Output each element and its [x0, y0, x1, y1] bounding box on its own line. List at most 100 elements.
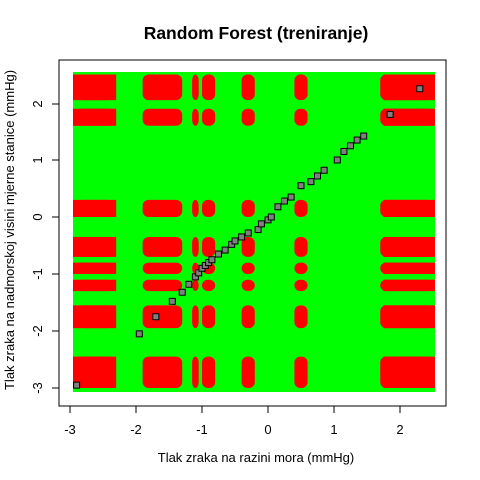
decision-region-band: [73, 236, 117, 257]
data-point: [168, 297, 176, 305]
data-point: [287, 193, 295, 201]
x-tick-label: 1: [330, 422, 337, 437]
decision-region-cell: [241, 236, 255, 257]
decision-region-cell: [142, 236, 183, 257]
y-tick-label: 1: [30, 156, 45, 163]
data-point: [73, 381, 81, 389]
decision-region-cell: [294, 199, 308, 217]
decision-region-cell: [202, 279, 216, 292]
y-tick-label: -3: [30, 382, 45, 394]
y-tick-label: -1: [30, 268, 45, 280]
decision-region-cell: [142, 74, 183, 101]
decision-region-cell: [202, 305, 216, 329]
decision-region-cell: [142, 199, 183, 217]
decision-region-cell: [241, 74, 255, 101]
decision-region-cell: [202, 74, 216, 101]
data-point: [231, 237, 239, 245]
data-point: [333, 156, 341, 164]
decision-region-cell: [294, 305, 308, 329]
decision-region-cell: [294, 262, 308, 274]
decision-region-cell: [241, 262, 255, 274]
decision-region-band: [383, 74, 435, 101]
data-point: [353, 136, 361, 144]
decision-region-band: [383, 236, 435, 257]
data-point: [257, 220, 265, 228]
x-tick-label: -2: [130, 422, 142, 437]
data-point: [215, 250, 222, 258]
decision-region-band: [73, 279, 117, 292]
decision-region-band: [383, 262, 435, 274]
x-axis-label: Tlak zraka na razini mora (mmHg): [158, 450, 355, 465]
decision-region-cell: [294, 236, 308, 257]
decision-region-band: [73, 108, 117, 126]
decision-region-cell: [192, 279, 199, 292]
y-tick-label: -2: [30, 325, 45, 337]
decision-region-cell: [202, 199, 216, 217]
data-point: [281, 197, 288, 205]
data-point: [238, 233, 246, 241]
y-tick-label: 2: [30, 100, 45, 107]
data-point: [416, 85, 424, 93]
x-tick-label: 0: [264, 422, 271, 437]
x-tick-label: -3: [64, 422, 76, 437]
data-point: [320, 166, 328, 174]
decision-region-cell: [241, 199, 255, 217]
data-point: [347, 142, 354, 150]
decision-region-band: [73, 199, 117, 217]
background-class-region: [73, 72, 435, 392]
data-point: [152, 313, 160, 321]
decision-region-cell: [142, 279, 183, 292]
data-point: [386, 110, 394, 118]
chart-title: Random Forest (treniranje): [144, 23, 369, 43]
decision-region-band: [73, 305, 117, 329]
decision-region-cell: [241, 356, 255, 388]
decision-region-band: [383, 108, 435, 126]
data-point: [267, 213, 275, 221]
decision-region-band: [383, 305, 435, 329]
data-point: [307, 178, 315, 186]
data-point: [178, 288, 186, 296]
decision-region-band: [73, 74, 117, 101]
x-tick-label: 2: [396, 422, 403, 437]
data-point: [185, 280, 193, 288]
decision-region-cell: [202, 108, 216, 126]
data-point: [274, 203, 282, 211]
data-point: [360, 132, 368, 140]
decision-region-cell: [142, 305, 183, 329]
decision-region-band: [383, 356, 435, 388]
decision-region-cell: [202, 356, 216, 388]
decision-region-cell: [142, 356, 183, 388]
data-point: [297, 182, 305, 190]
decision-region-band: [73, 356, 117, 388]
y-tick-label: 0: [30, 213, 45, 220]
data-point: [135, 330, 143, 338]
x-tick-label: -1: [196, 422, 208, 437]
data-point: [254, 226, 262, 234]
y-axis-label: Tlak zraka na nadmorskoj visini mjerne s…: [2, 70, 17, 390]
decision-regions: [73, 72, 435, 392]
decision-region-band: [383, 199, 435, 217]
decision-region-cell: [294, 108, 308, 126]
data-point: [208, 256, 216, 264]
decision-region-cell: [241, 279, 255, 292]
decision-region-cell: [192, 199, 199, 217]
decision-region-cell: [192, 305, 199, 329]
decision-region-cell: [294, 279, 308, 292]
data-point: [221, 246, 229, 254]
decision-region-cell: [192, 236, 199, 257]
decision-region-cell: [241, 305, 255, 329]
decision-region-cell: [202, 236, 216, 257]
decision-region-cell: [294, 74, 308, 101]
decision-region-band: [73, 262, 117, 274]
data-point: [340, 147, 348, 155]
decision-region-cell: [142, 108, 183, 126]
decision-region-cell: [192, 74, 199, 101]
decision-region-band: [383, 279, 435, 292]
data-point: [314, 172, 321, 180]
decision-region-cell: [192, 108, 199, 126]
axis-ticks: -3 -2 -1 0 1 2 -3 -2 -1 0 1 2: [30, 100, 404, 437]
data-points: [73, 85, 424, 389]
decision-region-cell: [294, 356, 308, 388]
